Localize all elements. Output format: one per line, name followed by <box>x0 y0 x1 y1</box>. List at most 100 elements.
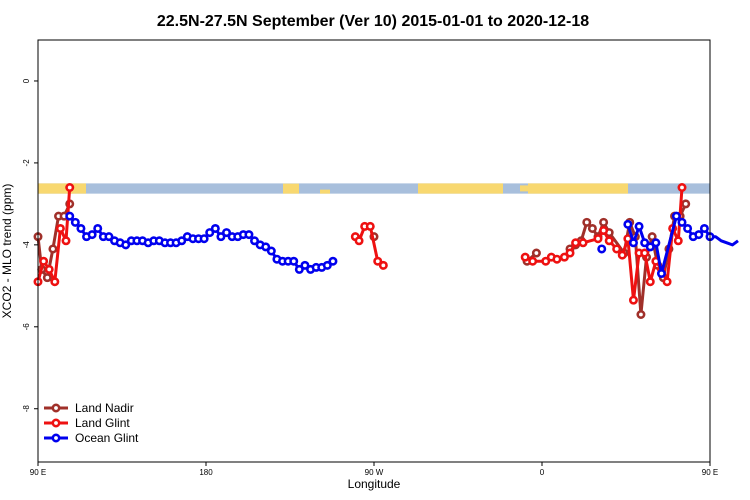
series-0-point-3 <box>48 244 58 254</box>
series-2-point-5 <box>93 223 103 233</box>
series-2-point-10 <box>121 240 131 250</box>
legend-label-2: Ocean Glint <box>75 431 139 445</box>
legend-label-0: Land Nadir <box>75 401 134 415</box>
map-land-4 <box>418 183 503 194</box>
series-1-point-24 <box>604 236 614 246</box>
series-1-point-4 <box>55 223 65 233</box>
legend-marker-2 <box>51 433 61 443</box>
series-0 <box>33 199 691 320</box>
series-1-point-37 <box>677 182 687 192</box>
series-1-point-1 <box>39 256 49 266</box>
series-1-point-21 <box>578 238 588 248</box>
series-2 <box>65 211 739 279</box>
series-2-point-54 <box>651 238 661 248</box>
x-tick-label-3: 0 <box>540 468 545 477</box>
series-2-point-25 <box>205 228 215 238</box>
series-1-point-36 <box>673 236 683 246</box>
series-1-point-25 <box>612 244 622 254</box>
x-tick-label-2: 90 W <box>365 468 384 477</box>
series-2-point-53 <box>645 242 655 252</box>
series-2-point-49 <box>623 219 633 229</box>
legend-marker-0 <box>51 403 61 413</box>
y-tick-label-0: 0 <box>22 78 31 83</box>
series-1-point-13 <box>520 252 530 262</box>
series-2-point-57 <box>677 217 687 227</box>
series-1-point-20 <box>571 238 581 248</box>
series-0-point-14 <box>587 223 597 233</box>
series-1-point-22 <box>593 234 603 244</box>
series-2-point-24 <box>199 234 209 244</box>
series-0-point-2 <box>42 273 52 283</box>
series-1-point-14 <box>528 256 538 266</box>
series-2-point-55 <box>656 269 666 279</box>
series-2-point-28 <box>222 228 232 238</box>
x-tick-label-4: 90 E <box>702 468 718 477</box>
series-1-point-5 <box>61 236 71 246</box>
series-2-point-0 <box>65 211 75 221</box>
series-1-point-2 <box>44 264 54 274</box>
legend-marker-1 <box>51 418 61 428</box>
series-0-point-23 <box>647 232 657 242</box>
series-1-point-26 <box>617 250 627 260</box>
series-2-point-4 <box>87 230 97 240</box>
series-1-point-6 <box>65 182 75 192</box>
series-1-point-12 <box>378 260 388 270</box>
series-2-point-32 <box>244 230 254 240</box>
series-2-point-33 <box>250 236 260 246</box>
series-2-point-2 <box>76 223 86 233</box>
map-land-1 <box>38 183 86 194</box>
series-0-point-16 <box>599 217 609 227</box>
series-2-point-56 <box>671 211 681 221</box>
series-1-point-10 <box>365 221 375 231</box>
series-2-point-47 <box>328 256 338 266</box>
map-land-3 <box>320 189 330 194</box>
series-1-point-17 <box>552 254 562 264</box>
series-2-point-1 <box>70 217 80 227</box>
series-0-point-29 <box>681 199 691 209</box>
series-2-point-52 <box>640 238 650 248</box>
series-1 <box>33 182 687 305</box>
y-axis-label: XCO2 - MLO trend (ppm) <box>0 184 14 319</box>
series-2-point-48 <box>597 244 607 254</box>
series-2-point-35 <box>261 242 271 252</box>
series-1-point-34 <box>662 277 672 287</box>
map-land-6 <box>528 183 628 194</box>
series-1-point-19 <box>565 248 575 258</box>
series-2-point-46 <box>322 260 332 270</box>
series-2-point-51 <box>634 221 644 231</box>
series-1-point-8 <box>354 236 364 246</box>
series-0-point-13 <box>582 217 592 227</box>
series-2-point-20 <box>177 236 187 246</box>
series-1-point-28 <box>628 295 638 305</box>
map-band-ocean <box>38 183 710 194</box>
x-tick-label-1: 180 <box>199 468 213 477</box>
series-2-point-42 <box>300 260 310 270</box>
series-2-point-27 <box>216 232 226 242</box>
x-axis: 90 E 180 90 W 0 90 E <box>30 462 718 477</box>
y-axis: 0 -2 -4 -6 -8 <box>22 78 38 412</box>
series-0-point-21 <box>636 310 646 320</box>
series-2-point-58 <box>683 223 693 233</box>
y-tick-label-3: -6 <box>22 323 31 331</box>
series-1-point-18 <box>559 252 569 262</box>
map-band <box>38 183 710 194</box>
series-2-point-40 <box>289 256 299 266</box>
y-tick-label-1: -2 <box>22 159 31 167</box>
series-1-point-31 <box>645 277 655 287</box>
map-land-5 <box>520 185 528 192</box>
series-2-point-41 <box>294 264 304 274</box>
legend-label-1: Land Glint <box>75 416 130 430</box>
chart-title: 22.5N-27.5N September (Ver 10) 2015-01-0… <box>157 13 589 30</box>
series-2-point-61 <box>699 223 709 233</box>
series-1-point-3 <box>50 277 60 287</box>
y-tick-label-2: -4 <box>22 241 31 249</box>
series-0-point-9 <box>531 248 541 258</box>
series-1-point-11 <box>373 256 383 266</box>
series-layer <box>33 182 739 320</box>
series-1-point-15 <box>541 256 551 266</box>
map-land-2 <box>283 183 299 194</box>
series-1-point-23 <box>599 226 609 236</box>
series-1-point-30 <box>640 248 650 258</box>
